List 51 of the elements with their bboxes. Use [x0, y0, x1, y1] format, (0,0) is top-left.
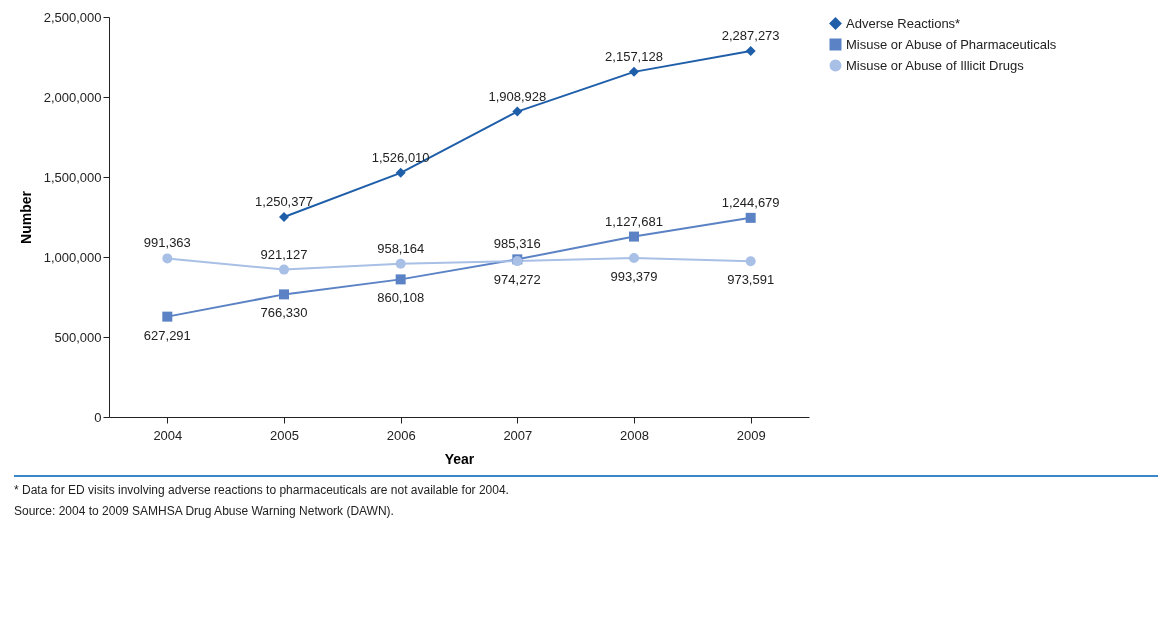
y-tick-label: 500,000	[54, 329, 102, 345]
data-label: 1,127,681	[605, 213, 663, 229]
legend-label: Adverse Reactions*	[846, 15, 961, 31]
data-label: 766,330	[260, 305, 308, 321]
point	[512, 106, 523, 117]
data-label: 991,363	[143, 235, 191, 251]
legend-label: Misuse or Abuse of Illicit Drugs	[846, 57, 1025, 73]
x-tick-label: 2004	[153, 427, 183, 443]
text: * Data for ED visits involving adverse reactions to pharmaceuticals are not available for 2004.	[14, 483, 510, 497]
data-label: 958,164	[377, 240, 425, 256]
data-label: 1,250,377	[255, 193, 313, 209]
y-tick-label: 2,000,000	[43, 89, 102, 105]
data-label: 993,379	[610, 269, 658, 285]
point	[279, 289, 289, 300]
y-tick-label: 2,500,000	[43, 9, 102, 25]
data-label: 2,287,273	[721, 28, 780, 44]
y-tick-label: 1,500,000	[43, 169, 102, 185]
data-label: 974,272	[493, 272, 541, 288]
point	[162, 311, 173, 322]
source-note: Source: 2004 to 2009 SAMHSA Drug Abuse Warning Network (DAWN).	[14, 504, 395, 518]
x-axis-title: Year	[444, 450, 475, 467]
y-tick-label: 0	[94, 409, 102, 425]
point	[279, 264, 289, 275]
x-tick-label: 2008	[620, 427, 649, 443]
point	[745, 46, 756, 57]
x-tick-label: 2006	[386, 427, 416, 443]
data-label: 1,526,010	[371, 149, 430, 165]
x-tick-label: 2005	[270, 427, 299, 443]
point	[629, 231, 639, 242]
point	[395, 274, 406, 285]
point	[395, 167, 406, 178]
point	[745, 256, 756, 267]
y-axis-title: Number	[17, 190, 34, 244]
data-label: 1,244,679	[721, 194, 780, 210]
data-label: 860,108	[377, 290, 425, 306]
point	[279, 211, 289, 222]
point	[629, 66, 639, 77]
y-tick-label: 1,000,000	[43, 249, 102, 265]
x-tick-label: 2009	[736, 427, 766, 443]
point	[745, 212, 756, 223]
data-label: 985,316	[493, 236, 541, 252]
point	[395, 258, 406, 269]
point	[629, 253, 639, 264]
data-label: 921,127	[260, 246, 308, 262]
point	[162, 253, 173, 264]
data-label: 1,908,928	[488, 88, 547, 104]
x-tick-label: 2007	[503, 427, 533, 443]
data-label: 2,157,128	[605, 48, 663, 64]
data-label: 973,591	[727, 272, 775, 288]
data-label: 627,291	[143, 327, 191, 343]
legend-label: Misuse or Abuse of Pharmaceuticals	[846, 36, 1057, 52]
